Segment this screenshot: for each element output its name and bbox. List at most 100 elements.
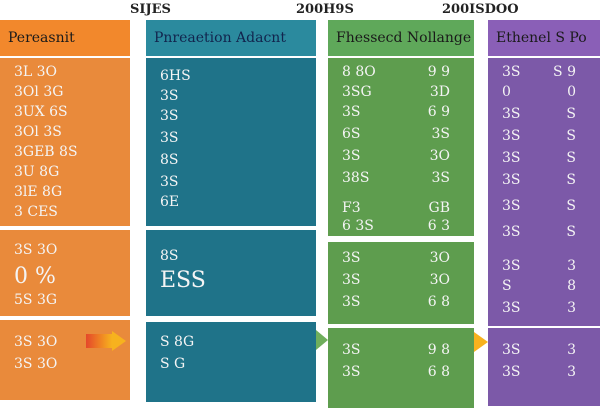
cell: 6 3	[428, 218, 450, 234]
table-row: 3S 3O	[328, 250, 474, 268]
table-row: 6S 3S	[328, 126, 474, 144]
table-row: F3 GB	[328, 200, 474, 218]
cell: 0	[567, 84, 576, 100]
cell: 3S	[502, 64, 521, 80]
cell: S	[566, 198, 576, 214]
cell: 3S 3O	[14, 356, 57, 372]
cell: 6 8	[428, 364, 450, 380]
column-1-block-2: 3S 3O 0 % 5S 3G	[0, 230, 130, 316]
cell: 6 3S	[342, 218, 374, 234]
cell: 0 %	[14, 264, 56, 289]
table-row: 3S 3O	[328, 272, 474, 290]
cell: 3O	[430, 272, 450, 288]
column-2-header: Pnreaetion Adacnt	[146, 20, 316, 56]
cell: 3S	[432, 126, 451, 142]
cell: 3O	[430, 148, 450, 164]
table-row: 38S 3S	[328, 170, 474, 188]
table-row: 3S 3	[488, 364, 600, 382]
top-label-3: 200ISDOO	[442, 2, 519, 17]
cell: 6S	[342, 126, 361, 142]
top-label-1: SIJES	[130, 2, 171, 17]
table-row: 5S 3G	[0, 292, 130, 310]
cell: 6E	[160, 194, 179, 210]
table-row: 3S	[146, 174, 316, 192]
table-row: 8S	[146, 152, 316, 170]
connector-arrow-1	[112, 331, 126, 351]
cell: 5S 3G	[14, 292, 57, 308]
column-2-block-3: S 8G S G	[146, 322, 316, 402]
cell: 3SG	[342, 84, 372, 100]
table-row: 6HS	[146, 68, 316, 86]
table-row: 3S 9 8	[328, 342, 474, 360]
table-row: 3S 6 8	[328, 364, 474, 382]
table-row: S G	[146, 356, 316, 374]
cell: 9 8	[428, 342, 450, 358]
table-row: 3S 3	[488, 342, 600, 360]
table-row: 3UX 6S	[0, 104, 130, 122]
cell: 38S	[342, 170, 369, 186]
cell: 3S	[160, 88, 179, 104]
column-3-block-3: 3S 9 8 3S 6 8	[328, 328, 474, 408]
cell: 8S	[160, 152, 179, 168]
column-3-block-1: 8 8O 9 9 3SG 3D 3S 6 9 6S 3S 3S 3O 38S 3S F3 GB…	[328, 58, 474, 236]
cell: 3	[567, 258, 576, 274]
cell: 3S	[342, 272, 361, 288]
cell: 3S	[502, 172, 521, 188]
connector-arrow-3	[474, 332, 488, 352]
cell: S 8G	[160, 334, 194, 350]
table-row: 6 3S 6 3	[328, 218, 474, 236]
table-row: 3S	[146, 130, 316, 148]
cell: 3S	[160, 130, 179, 146]
cell: 3S	[502, 150, 521, 166]
table-row: 3U 8G	[0, 164, 130, 182]
top-label-2: 200H9S	[296, 2, 354, 17]
cell: 3S	[342, 294, 361, 310]
cell: S	[566, 224, 576, 240]
table-row: 3S 6 8	[328, 294, 474, 312]
table-row: S 8G	[146, 334, 316, 352]
cell: 3GEB 8S	[14, 144, 78, 160]
cell: 3S 3O	[14, 334, 57, 350]
cell: 3S	[502, 198, 521, 214]
table-row: 3GEB 8S	[0, 144, 130, 162]
cell: 8S	[160, 248, 179, 264]
cell: 3U 8G	[14, 164, 59, 180]
table-row: 3S	[146, 88, 316, 106]
cell: S G	[160, 356, 185, 372]
connector-bar-1	[86, 334, 112, 348]
table-row: 3S S	[488, 150, 600, 168]
table-row: 3S 3O	[328, 148, 474, 166]
cell: 3	[567, 342, 576, 358]
table-row: ESS	[146, 268, 316, 294]
column-2: Pnreaetion Adacnt 6HS 3S 3S 3S 8S 3S 6E …	[146, 20, 316, 400]
cell: 3S	[342, 250, 361, 266]
table-row: 8S	[146, 248, 316, 266]
cell: 3S	[502, 300, 521, 316]
table-row: 8 8O 9 9	[328, 64, 474, 82]
table-row: 3S 6 9	[328, 104, 474, 122]
cell: S	[502, 278, 512, 294]
cell: 3O	[430, 250, 450, 266]
table-row: 3 CES	[0, 204, 130, 222]
table-row: 0 %	[0, 264, 130, 290]
table-row: 3S S	[488, 106, 600, 124]
table-row: 3SG 3D	[328, 84, 474, 102]
table-row: 3S 3	[488, 258, 600, 276]
table-row: 3S S	[488, 198, 600, 216]
cell: 3S	[342, 342, 361, 358]
cell: 3S	[432, 170, 451, 186]
cell: 3S	[502, 342, 521, 358]
cell: 3lE 8G	[14, 184, 62, 200]
column-2-block-2: 8S ESS	[146, 230, 316, 316]
table-row: 3S 3O	[0, 356, 130, 374]
cell: S 9	[553, 64, 576, 80]
column-3-header: Fhessecd Nollange	[328, 20, 474, 56]
cell: 3 CES	[14, 204, 58, 220]
cell: F3	[342, 200, 361, 216]
cell: 3S	[342, 364, 361, 380]
column-1-block-1: 3L 3O 3Ol 3G 3UX 6S 3Ol 3S 3GEB 8S 3U 8G…	[0, 58, 130, 226]
